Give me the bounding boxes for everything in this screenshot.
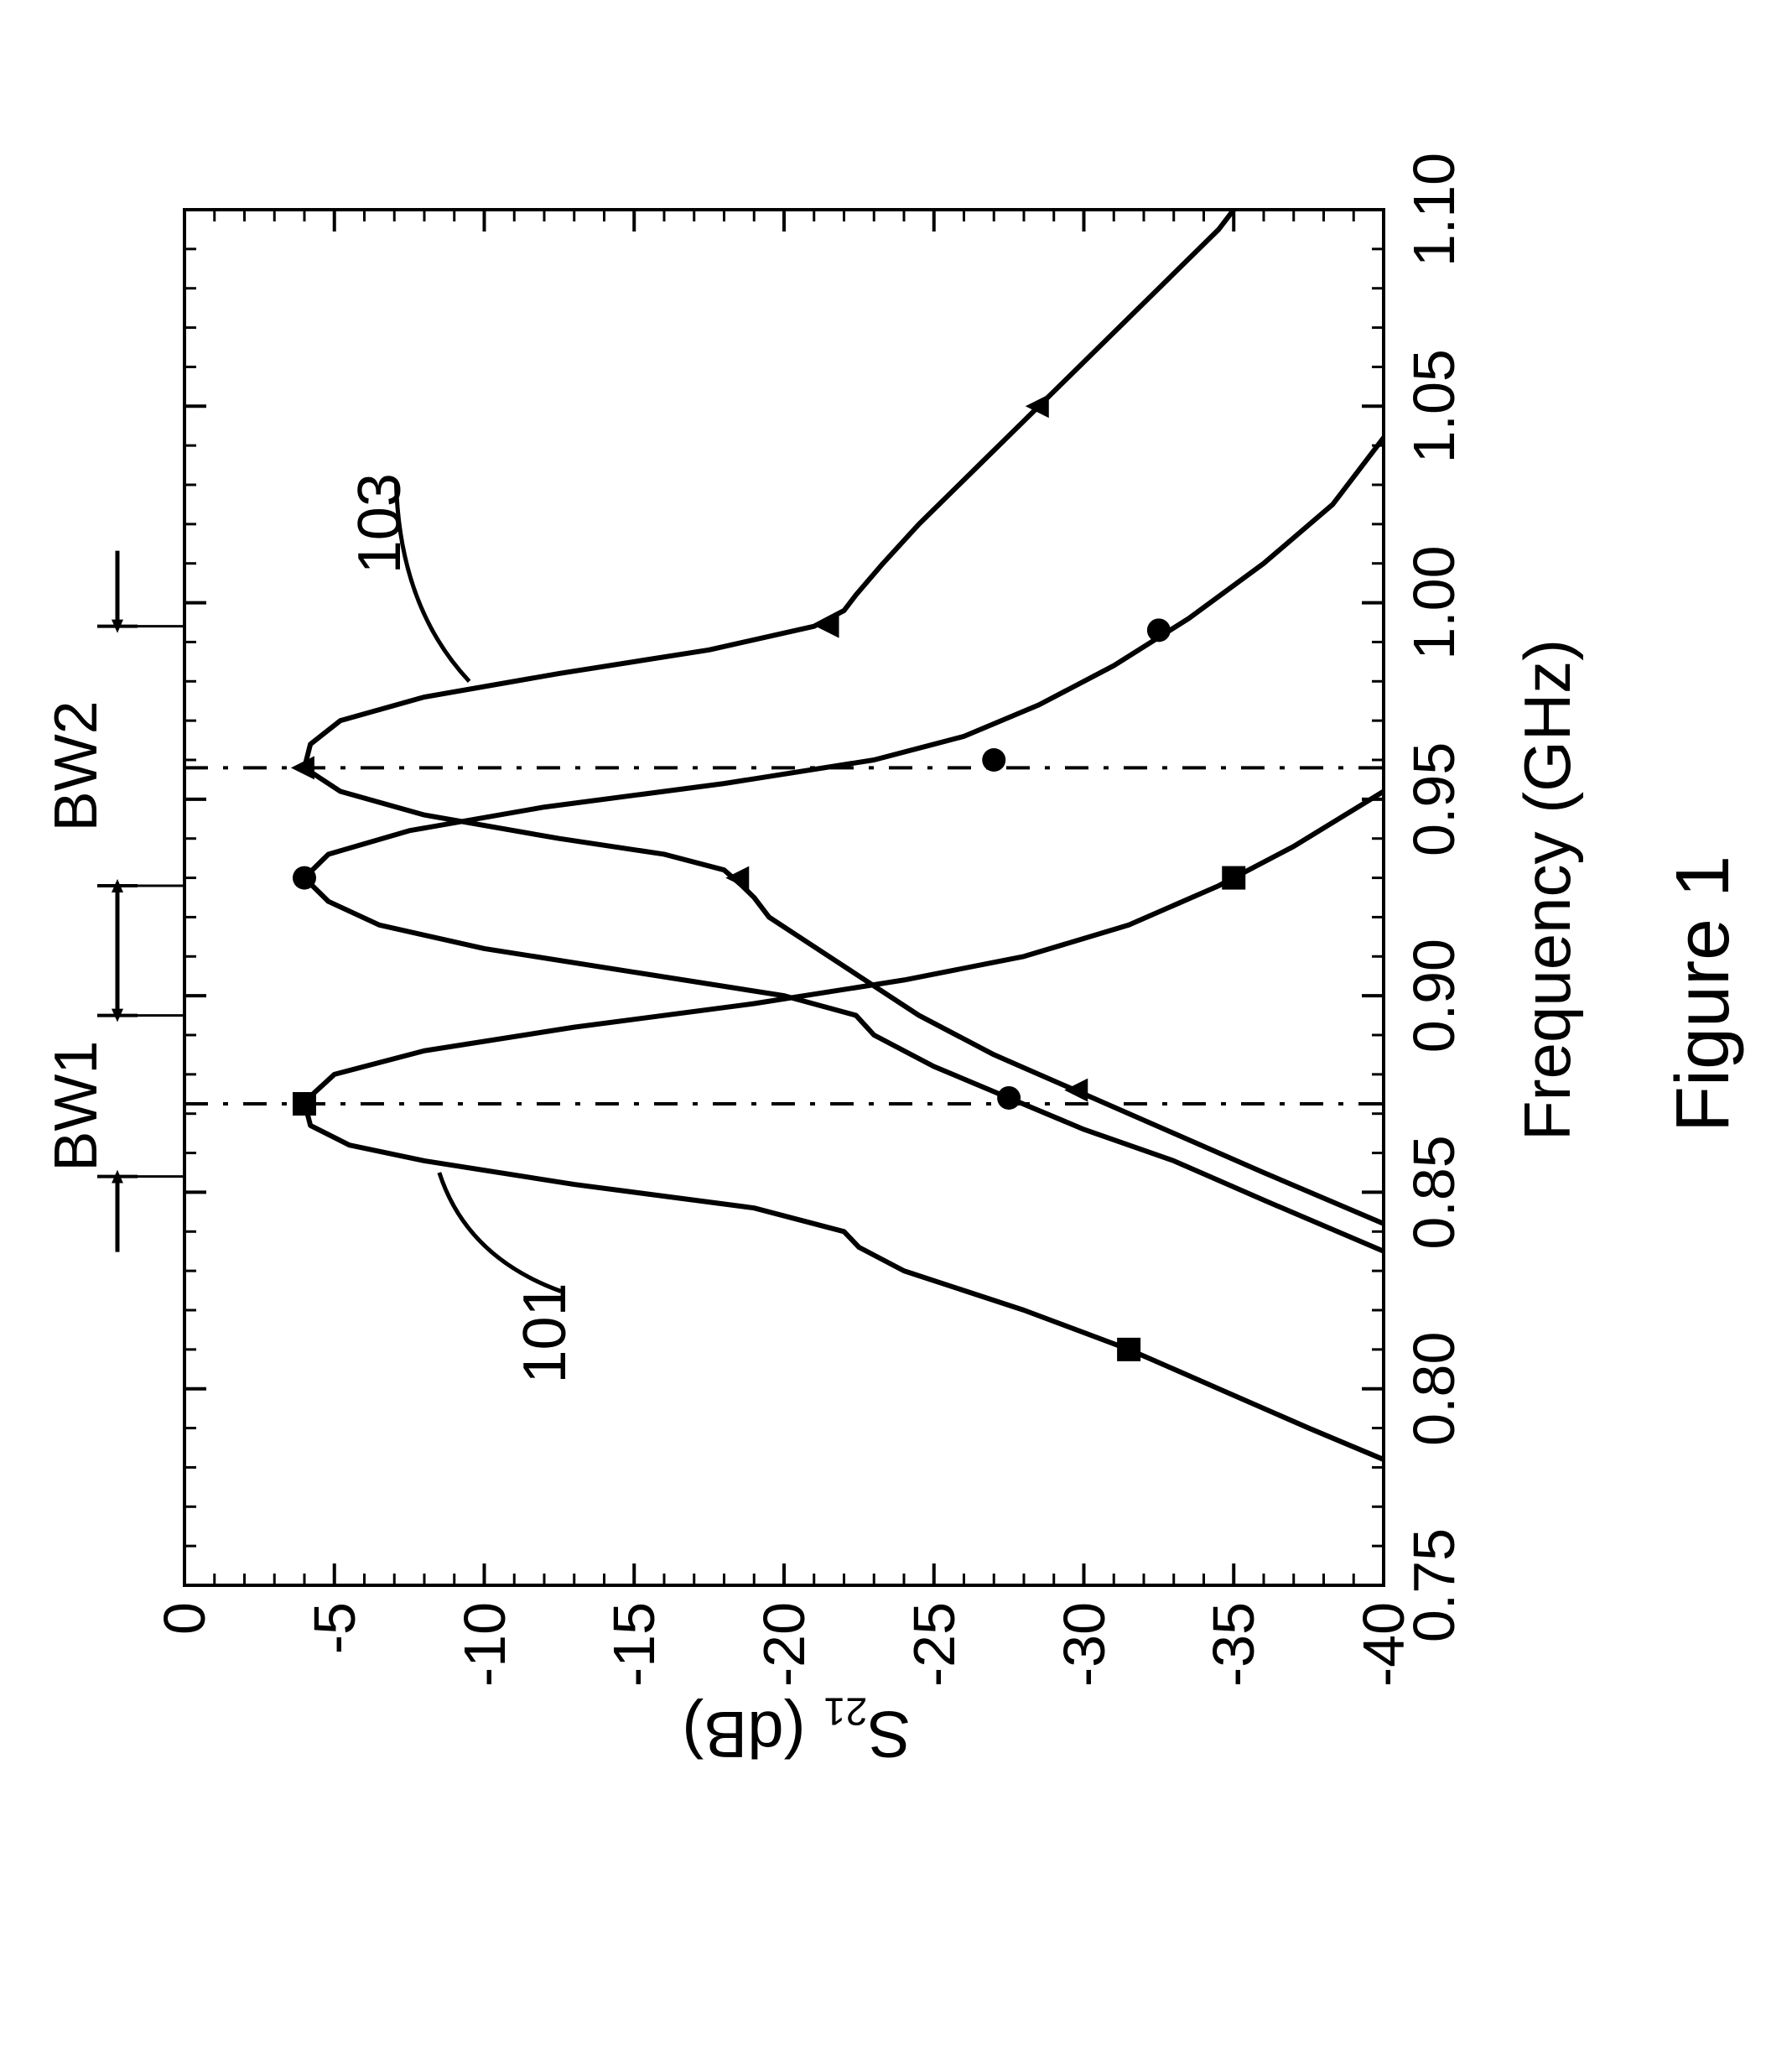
callout-101: 101: [511, 1282, 579, 1383]
y-tick-label: -30: [1051, 1602, 1118, 1719]
y-tick-label: -5: [301, 1602, 368, 1719]
y-tick-label: -35: [1200, 1602, 1267, 1719]
y-tick-label: -15: [600, 1602, 667, 1719]
y-tick-label: -40: [1350, 1602, 1417, 1719]
x-tick-label: 0.90: [1400, 937, 1467, 1054]
x-axis-label: Frequency (GHz): [1509, 639, 1586, 1141]
figure-stage: Figure 1 Frequency (GHz) S21 (dB) BW1 BW…: [0, 0, 1792, 2055]
callout-103: 103: [345, 473, 414, 574]
x-tick-label: 0.95: [1400, 741, 1467, 858]
y-tick-label: 0: [151, 1602, 218, 1719]
bw1-label: BW1: [42, 1041, 111, 1172]
x-tick-label: 1.10: [1400, 151, 1467, 268]
x-tick-label: 1.05: [1400, 347, 1467, 465]
x-tick-label: 0.85: [1400, 1133, 1467, 1251]
x-tick-label: 1.00: [1400, 544, 1467, 662]
y-tick-label: -10: [451, 1602, 518, 1719]
figure-caption: Figure 1: [1660, 856, 1747, 1132]
y-tick-label: -20: [751, 1602, 818, 1719]
x-tick-label: 0.80: [1400, 1330, 1467, 1448]
bw2-label: BW2: [42, 700, 111, 831]
y-tick-label: -25: [901, 1602, 968, 1719]
